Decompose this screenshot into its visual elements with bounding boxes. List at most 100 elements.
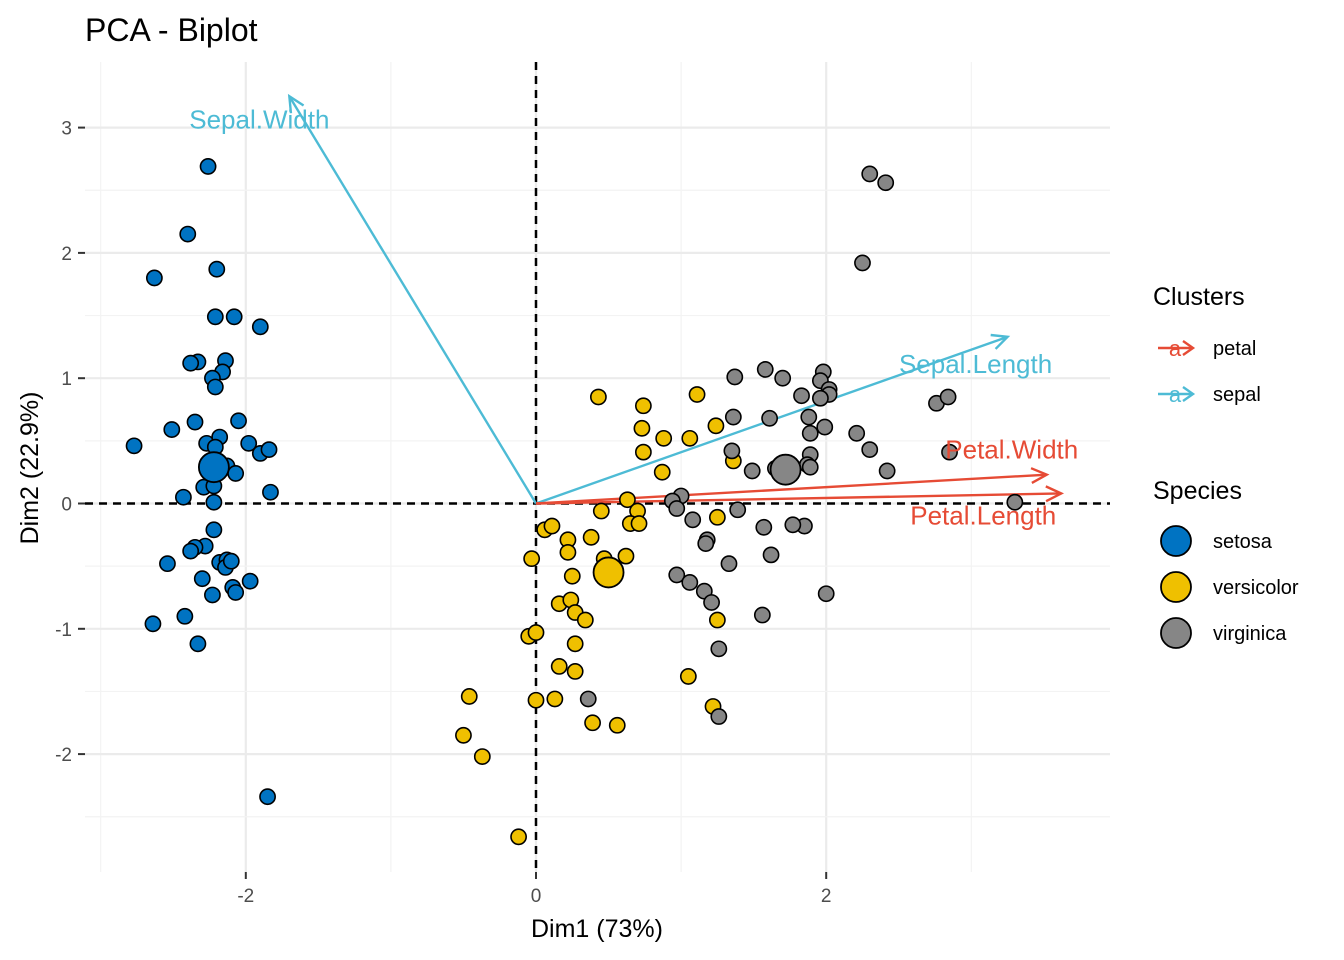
point-setosa <box>230 412 247 430</box>
point-versicolor <box>681 429 699 447</box>
point-virginica <box>939 388 957 406</box>
point-versicolor <box>576 611 594 629</box>
point-setosa <box>205 521 223 539</box>
point-virginica <box>1006 493 1024 511</box>
point-setosa <box>176 607 194 625</box>
point-setosa <box>144 615 162 633</box>
point-virginica <box>743 462 761 480</box>
point-virginica <box>703 594 720 611</box>
point-setosa <box>145 269 163 287</box>
point-virginica <box>848 424 866 442</box>
arrow-head <box>1045 485 1065 503</box>
point-virginica <box>877 174 895 192</box>
y-tick-label: -2 <box>55 745 72 766</box>
point-setosa <box>205 493 223 511</box>
point-virginica <box>755 518 773 536</box>
clusters-legend-key-petal: a <box>1158 336 1196 361</box>
clusters-legend-title: Clusters <box>1153 283 1245 311</box>
point-versicolor <box>688 386 706 403</box>
clusters-legend: Clusters apetalasepal <box>1153 283 1261 407</box>
species-legend-label: versicolor <box>1213 577 1299 599</box>
point-versicolor <box>655 429 673 447</box>
point-virginica <box>878 462 896 480</box>
point-virginica <box>756 361 774 378</box>
point-versicolor <box>707 417 725 435</box>
point-setosa <box>159 555 176 573</box>
point-setosa <box>182 542 200 560</box>
point-setosa <box>189 635 207 653</box>
clusters-legend-key-sepal: a <box>1158 382 1196 407</box>
point-setosa <box>251 318 269 336</box>
point-setosa <box>125 437 143 455</box>
point-virginica <box>579 690 597 708</box>
x-axis-title: Dim1 (73%) <box>531 915 663 943</box>
point-setosa <box>204 586 221 604</box>
point-setosa <box>225 308 243 326</box>
x-axis-ticks: -2 0 2 <box>237 872 831 907</box>
x-tick-label: -2 <box>237 886 254 907</box>
centroid-versicolor <box>592 556 625 589</box>
point-versicolor <box>527 624 545 641</box>
clusters-legend-label: petal <box>1213 338 1256 360</box>
point-versicolor <box>589 388 607 406</box>
variable-label-sepal-length: Sepal.Length <box>899 349 1052 379</box>
point-versicolor <box>523 550 541 568</box>
point-virginica <box>861 441 879 459</box>
point-virginica <box>710 640 728 658</box>
point-setosa <box>206 308 224 326</box>
variable-labels: Sepal.Width Sepal.Length Petal.Width Petal.… <box>189 104 1078 530</box>
point-versicolor <box>592 502 610 520</box>
point-versicolor <box>460 688 478 705</box>
point-versicolor <box>550 657 568 675</box>
y-tick-label: 3 <box>61 119 72 140</box>
arrow-sepal-width <box>288 95 538 505</box>
point-versicolor <box>653 463 671 481</box>
point-setosa <box>262 483 279 501</box>
species-legend-key-versicolor <box>1160 571 1192 603</box>
point-versicolor <box>455 726 472 744</box>
point-virginica <box>724 408 742 426</box>
point-virginica <box>811 389 829 407</box>
y-tick-label: 2 <box>61 244 72 265</box>
point-setosa <box>222 552 240 570</box>
point-setosa <box>227 584 245 601</box>
point-setosa <box>241 572 259 590</box>
point-virginica <box>723 442 741 460</box>
y-tick-label: 1 <box>61 369 72 390</box>
point-versicolor <box>527 691 545 709</box>
point-versicolor <box>473 748 491 766</box>
point-setosa <box>260 441 278 459</box>
chart-title: PCA - Biplot <box>85 12 258 48</box>
centroid-setosa <box>197 451 230 484</box>
point-versicolor <box>543 517 561 535</box>
point-setosa <box>240 434 258 452</box>
point-virginica <box>817 585 835 603</box>
point-virginica <box>801 458 819 476</box>
point-versicolor <box>634 397 652 415</box>
point-virginica <box>710 708 728 725</box>
point-versicolor <box>584 714 601 732</box>
y-tick-label: -1 <box>55 620 72 641</box>
variable-label-petal-length: Petal.Length <box>910 500 1056 530</box>
point-versicolor <box>708 508 726 526</box>
point-setosa <box>163 421 181 438</box>
point-setosa <box>179 225 197 243</box>
point-setosa <box>186 413 204 431</box>
point-virginica <box>801 424 819 442</box>
legend-key-arrowhead <box>1182 340 1196 356</box>
point-setosa <box>199 158 217 175</box>
arrow-head <box>990 333 1011 350</box>
y-axis-ticks: -2 -1 0 1 2 3 <box>55 119 85 766</box>
species-legend-key-setosa <box>1160 525 1192 557</box>
point-versicolor <box>619 491 636 509</box>
point-versicolor <box>634 443 652 461</box>
species-legend-label: virginica <box>1213 623 1287 645</box>
point-setosa <box>193 570 211 588</box>
x-tick-label: 0 <box>531 886 542 907</box>
point-virginica <box>684 511 702 529</box>
point-virginica <box>800 408 818 426</box>
point-virginica <box>774 369 792 387</box>
point-virginica <box>784 516 802 534</box>
point-versicolor <box>546 690 564 708</box>
